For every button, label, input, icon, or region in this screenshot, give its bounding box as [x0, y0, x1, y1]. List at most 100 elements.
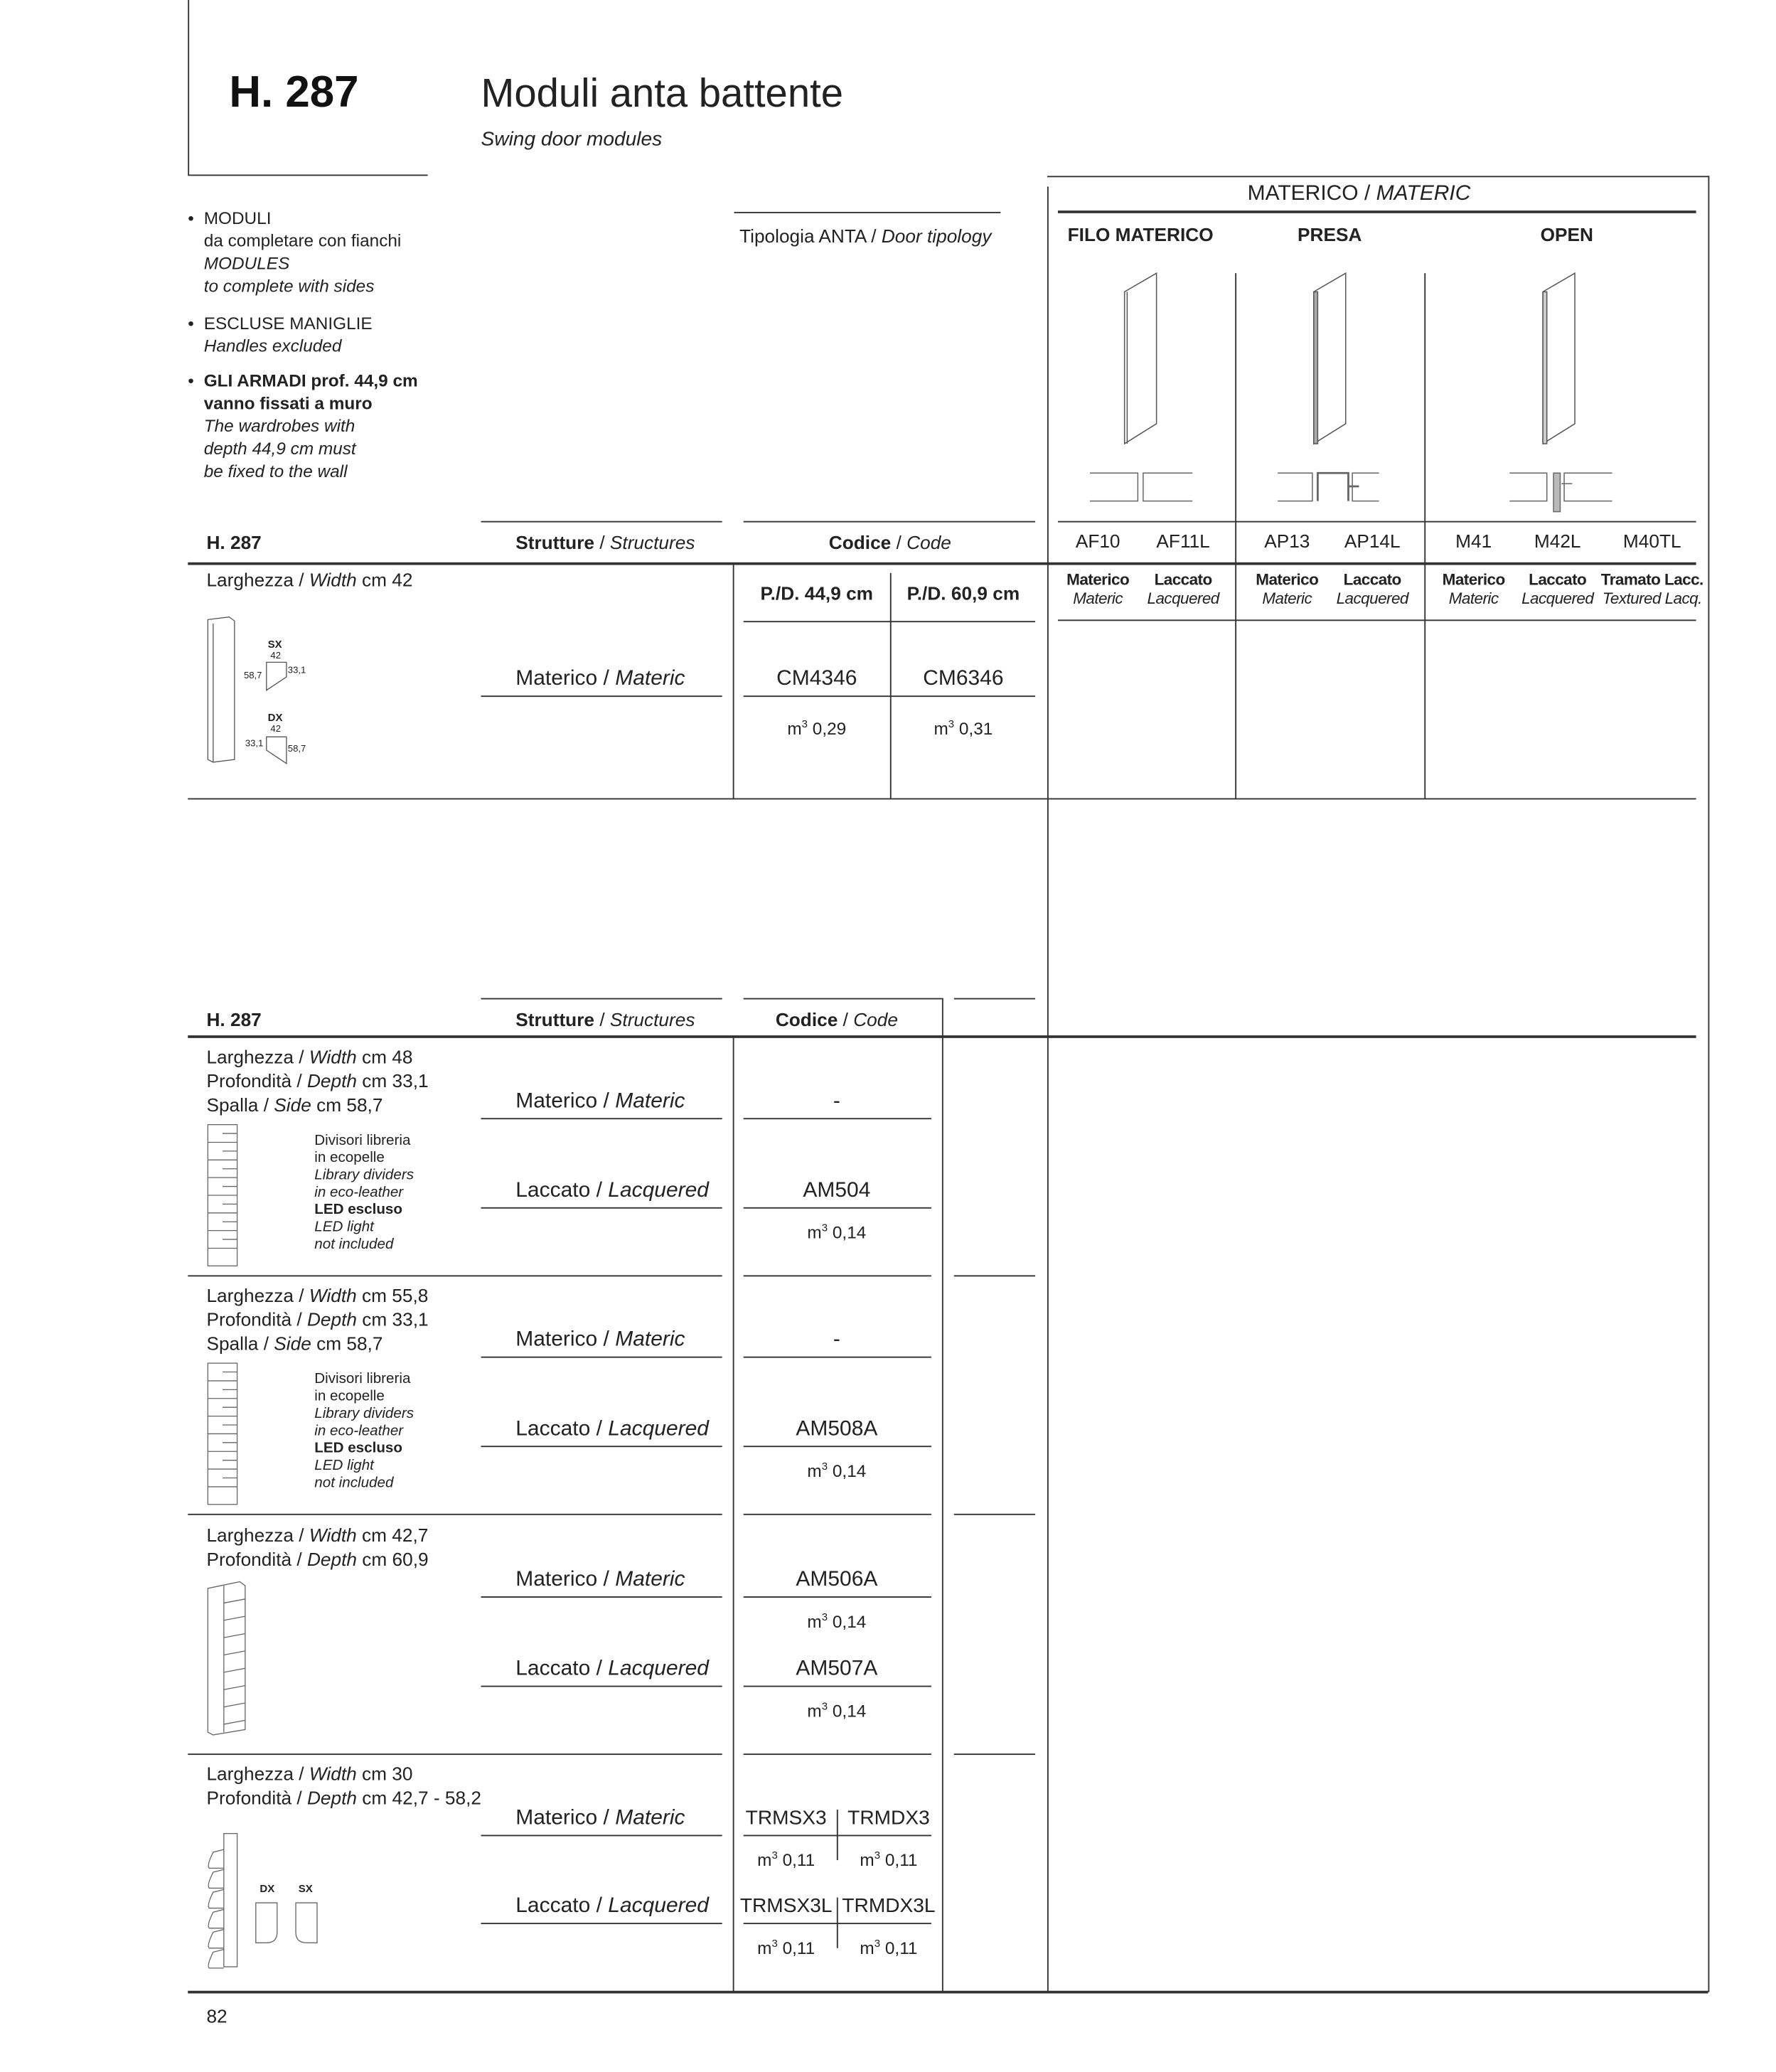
divider	[743, 1118, 931, 1120]
module-dimensions: Larghezza / Width cm 42,7 Profondità / De…	[206, 1524, 429, 1570]
divider	[188, 0, 190, 175]
note-moduli: MODULI da completare con fianchi MODULES…	[204, 206, 402, 297]
table2-height: H. 287	[206, 1008, 262, 1030]
divider	[743, 1356, 931, 1358]
divider	[481, 1207, 722, 1209]
table1-height: H. 287	[206, 531, 262, 553]
depth-header: P./D. 60,9 cm	[906, 582, 1020, 604]
divider	[188, 1753, 722, 1756]
dim-width: 42	[270, 725, 282, 735]
bullet: •	[188, 313, 194, 333]
divider	[481, 1835, 722, 1837]
note-text-en: MODULES	[203, 253, 290, 274]
structure-lacquered: Laccato / Lacquered	[515, 1657, 709, 1681]
divider	[481, 1356, 722, 1358]
divider	[188, 174, 428, 176]
bullet: •	[188, 208, 194, 228]
structure-materic: Materico / Materic	[515, 1807, 685, 1830]
bullet: •	[188, 370, 194, 391]
volume: m3 0,11	[860, 1849, 918, 1870]
door-code: AP14L	[1344, 530, 1401, 552]
note-wall: GLI ARMADI prof. 44,9 cm vanno fissati a…	[204, 369, 418, 482]
divider	[481, 1923, 722, 1925]
divider	[953, 1513, 1036, 1515]
module-dimensions: Larghezza / Width cm 30 Profondità / Dept…	[206, 1763, 481, 1809]
finish-label: Materico Materic	[1442, 570, 1506, 608]
note-title: ESCLUSE MANIGLIE	[203, 313, 373, 333]
divider	[743, 1207, 931, 1209]
product-code: TRMDX3L	[842, 1894, 936, 1918]
dim-depth: 33,1	[245, 739, 264, 749]
door-code: M40TL	[1622, 530, 1681, 552]
dim-sx: SX	[267, 638, 282, 651]
divider	[481, 1596, 722, 1598]
note-title: vanno fissati a muro	[203, 392, 373, 413]
volume: m3 0,14	[807, 1611, 867, 1632]
note-text-en: Handles excluded	[203, 336, 342, 356]
product-code: TRMSX3	[745, 1807, 827, 1830]
module-dimensions: Larghezza / Width cm 55,8 Profondità / De…	[206, 1284, 429, 1354]
product-code: -	[833, 1089, 840, 1113]
module-note: Divisori libreria in ecopelle Library divi…	[314, 1132, 414, 1253]
depth-header: P./D. 44,9 cm	[760, 582, 874, 604]
door-open-icon	[1542, 272, 1576, 445]
module-note: Divisori libreria in ecopelle Library divi…	[314, 1371, 414, 1492]
module-dimensions: Larghezza / Width cm 48 Profondità / Dept…	[206, 1046, 429, 1116]
note-text-en: to complete with sides	[203, 275, 375, 297]
profile-filo-icon	[1089, 472, 1193, 502]
tall-module-drawing	[207, 1581, 246, 1736]
profile-presa-icon	[1278, 471, 1379, 502]
divider	[188, 1275, 722, 1277]
product-code: AM507A	[796, 1657, 878, 1681]
note-text: da completare con fianchi	[203, 230, 402, 251]
volume: m3 0,29	[787, 718, 847, 739]
structure-materic: Materico / Materic	[515, 1328, 685, 1352]
divider	[743, 1685, 931, 1687]
note-text-en: be fixed to the wall	[203, 461, 348, 481]
divider	[743, 1446, 931, 1448]
table1-width: Larghezza / Width cm 42	[206, 569, 413, 591]
product-code: AM506A	[796, 1568, 878, 1591]
note-text-en: depth 44,9 cm must	[203, 438, 356, 459]
sx-label: SX	[298, 1882, 313, 1895]
divider	[481, 1446, 722, 1448]
finish-label: Tramato Lacc. Textured Lacq.	[1600, 570, 1704, 608]
door-presa-icon	[1313, 272, 1347, 445]
volume: m3 0,14	[807, 1460, 867, 1481]
product-code: AM504	[803, 1179, 871, 1202]
divider	[743, 1753, 931, 1756]
bookcase-drawing	[207, 1362, 238, 1505]
door-code: M41	[1455, 530, 1492, 552]
door-code: AF10	[1075, 530, 1120, 552]
table2-code-header: Codice / Code	[775, 1008, 898, 1030]
finish-label: Materico Materic	[1256, 570, 1319, 608]
structure-lacquered: Laccato / Lacquered	[515, 1179, 709, 1202]
divider	[481, 1118, 722, 1120]
materic-title: MATERICO / MATERIC	[1247, 182, 1471, 205]
divider	[953, 1275, 1036, 1277]
table1-code-header: Codice / Code	[828, 531, 951, 553]
product-code: AM508A	[796, 1417, 878, 1441]
finish-label: Laccato Lacquered	[1521, 570, 1594, 608]
product-code: CM6346	[923, 667, 1004, 690]
group-presa: PRESA	[1298, 223, 1362, 245]
door-type-label: Tipologia ANTA / Door tipology	[739, 225, 992, 247]
structure-lacquered: Laccato / Lacquered	[515, 1417, 709, 1441]
bookcase-drawing	[207, 1124, 238, 1266]
group-filo-materico: FILO MATERICO	[1067, 223, 1214, 245]
divider	[188, 1513, 722, 1515]
profile-open-icon	[1509, 472, 1612, 513]
divider	[481, 1685, 722, 1687]
door-code: M42L	[1534, 530, 1581, 552]
page-subtitle: Swing door modules	[481, 127, 663, 151]
volume: m3 0,11	[757, 1937, 815, 1958]
finish-label: Laccato Lacquered	[1147, 570, 1219, 608]
table2-structures-header: Strutture / Structures	[515, 1008, 695, 1030]
dim-dx: DX	[267, 711, 283, 724]
structure-materic: Materico / Materic	[515, 667, 685, 690]
product-code: CM4346	[776, 667, 857, 690]
divider	[743, 1275, 931, 1277]
door-code: AF11L	[1156, 530, 1210, 552]
dim-depth: 33,1	[287, 666, 306, 676]
